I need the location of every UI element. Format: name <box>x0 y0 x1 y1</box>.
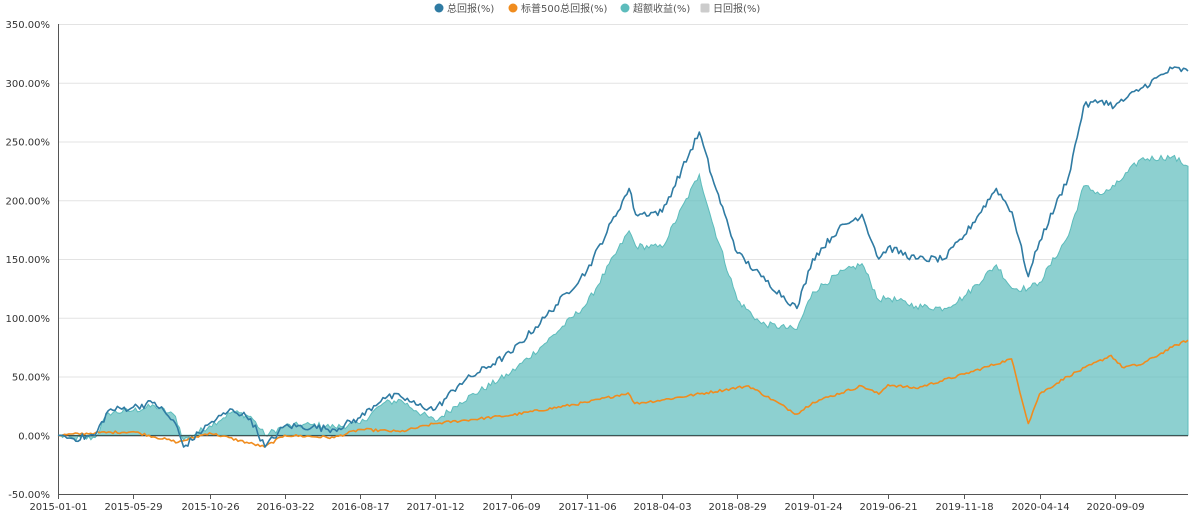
x-tick-label: 2016-08-17 <box>331 502 389 513</box>
legend-label-daily: 日回报(%) <box>713 2 760 15</box>
x-tick-label: 2015-01-01 <box>29 502 87 513</box>
y-tick-label: 350.00% <box>6 20 51 31</box>
x-tick-label: 2015-05-29 <box>104 502 162 513</box>
legend-label-total: 总回报(%) <box>447 2 494 15</box>
legend-label-sp500: 标普500总回报(%) <box>521 2 607 15</box>
legend-marker-total <box>434 3 444 13</box>
x-tick-label: 2020-04-14 <box>1011 502 1069 513</box>
y-tick-label: -50.00% <box>8 490 50 501</box>
plot-area <box>57 66 1189 448</box>
x-axis: 2015-01-01 2015-05-29 2015-10-26 2016-03-22… <box>29 494 1188 513</box>
y-tick-label: 100.00% <box>6 314 51 325</box>
legend-label-excess: 超额收益(%) <box>633 2 690 15</box>
legend-marker-sp500 <box>508 3 518 13</box>
x-tick-label: 2017-11-06 <box>558 502 616 513</box>
x-tick-label: 2019-11-18 <box>935 502 993 513</box>
y-tick-label: 200.00% <box>6 196 51 207</box>
x-tick-label: 2017-01-12 <box>406 502 464 513</box>
x-tick-label: 2017-06-09 <box>482 502 540 513</box>
x-tick-label: 2019-06-21 <box>859 502 917 513</box>
x-tick-label: 2016-03-22 <box>256 502 314 513</box>
y-tick-label: 50.00% <box>12 373 50 384</box>
x-tick-label: 2019-01-24 <box>784 502 842 513</box>
legend-marker-excess <box>620 3 630 13</box>
series-line-total <box>57 66 1189 448</box>
legend-marker-daily <box>700 3 710 13</box>
legend-item-total[interactable]: 总回报(%) <box>434 2 495 15</box>
legend-item-excess[interactable]: 超额收益(%) <box>620 2 691 15</box>
series-area-excess <box>57 154 1189 442</box>
chart-legend[interactable]: 总回报(%) 标普500总回报(%) 超额收益(%) 日回报(%) <box>434 2 761 15</box>
x-tick-label: 2018-04-03 <box>633 502 691 513</box>
x-tick-label: 2020-09-09 <box>1086 502 1144 513</box>
y-tick-label: 150.00% <box>6 255 51 266</box>
x-tick-label: 2018-08-29 <box>708 502 766 513</box>
y-tick-label: 300.00% <box>6 79 51 90</box>
legend-item-sp500[interactable]: 标普500总回报(%) <box>508 2 608 15</box>
series-line-sp500 <box>57 339 1189 448</box>
y-tick-label: 250.00% <box>6 138 51 149</box>
legend-item-daily[interactable]: 日回报(%) <box>700 2 761 15</box>
y-tick-label: 0.00% <box>18 431 50 442</box>
x-tick-label: 2015-10-26 <box>181 502 239 513</box>
y-axis: 350.00% 300.00% 250.00% 200.00% 150.00% 100.0… <box>6 20 59 501</box>
